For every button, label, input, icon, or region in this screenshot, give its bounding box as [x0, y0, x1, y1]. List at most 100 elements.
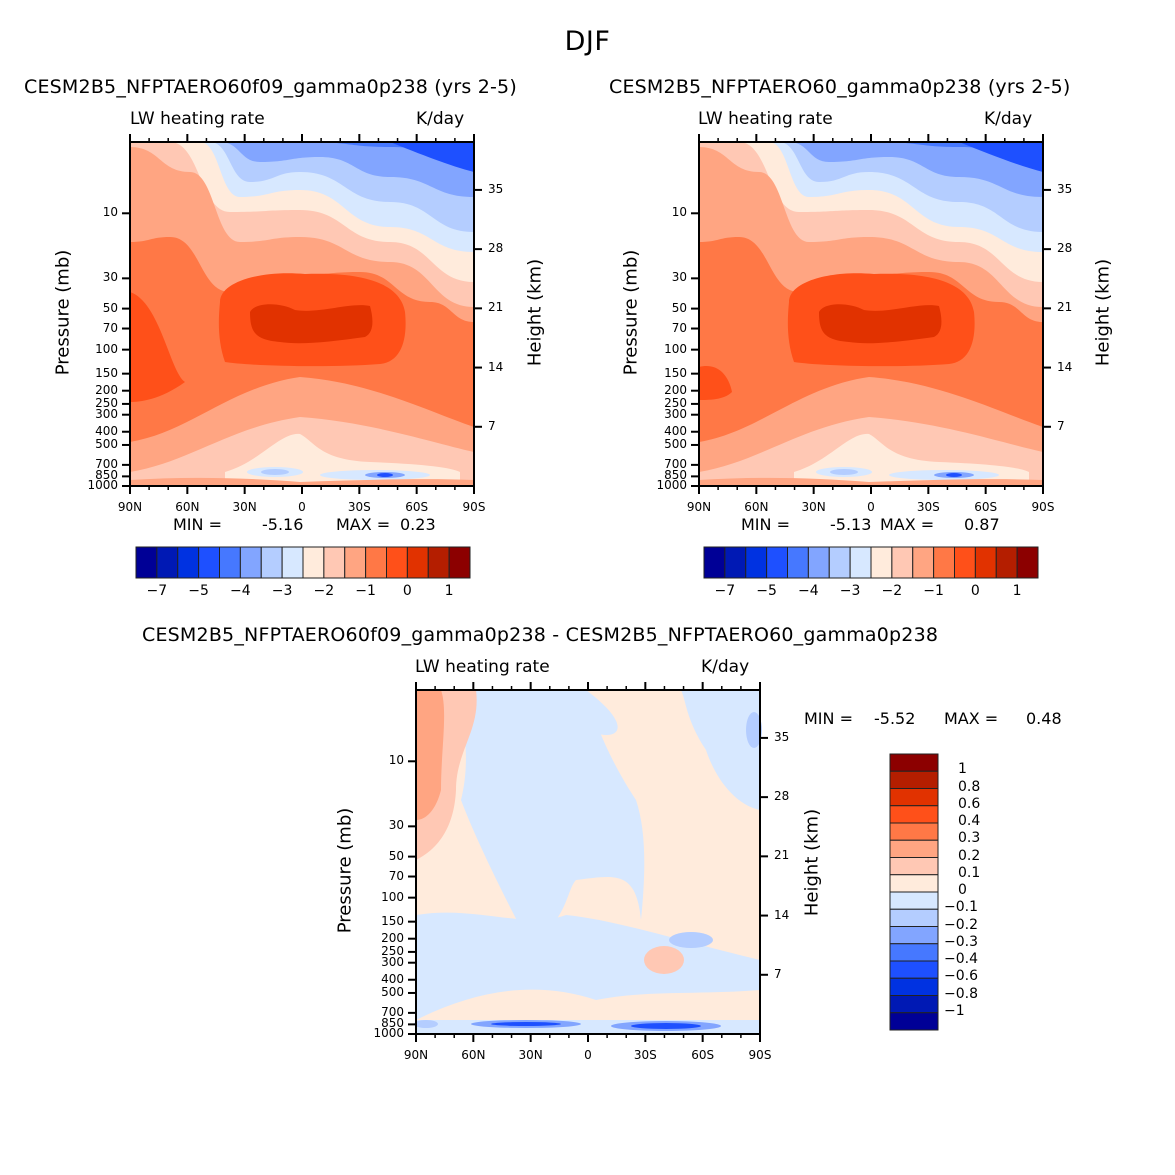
- contour-band: [130, 477, 474, 486]
- colorbar-label: −0.4: [944, 951, 978, 967]
- colorbar-swatch: [156, 546, 179, 579]
- colorbar-swatch: [787, 546, 809, 579]
- y-tick-label: 100: [664, 341, 687, 356]
- colorbar-label: 1: [1012, 583, 1022, 599]
- panel1-plot: [122, 134, 482, 494]
- colorbar-swatch: [889, 995, 939, 1014]
- colorbar-swatch: [365, 546, 387, 579]
- y2-tick-label: 7: [1057, 418, 1065, 433]
- colorbar-label: −0.8: [944, 985, 978, 1002]
- y-tick-label: 100: [95, 341, 118, 356]
- colorbar-swatch: [891, 546, 914, 579]
- y-tick-label: 50: [671, 300, 687, 315]
- colorbar-label: −7: [146, 583, 168, 599]
- y-tick-label: 150: [381, 913, 404, 928]
- panel1-min-value: -5.16: [262, 515, 304, 534]
- panel1-colorbar: [135, 546, 471, 579]
- y-tick-label: 200: [381, 930, 404, 945]
- y2-tick-label: 21: [774, 848, 790, 863]
- y-tick-label: 70: [388, 868, 404, 883]
- x-tick-label: 90N: [117, 500, 143, 514]
- colorbar-swatch: [766, 546, 788, 579]
- contour-band: [456, 690, 645, 938]
- x-tick-label: 30S: [633, 1048, 657, 1062]
- y-tick-label: 850: [664, 468, 687, 483]
- panel3-colorbar: [889, 753, 939, 1031]
- colorbar-swatch: [1016, 546, 1039, 579]
- colorbar-swatch: [889, 926, 939, 945]
- x-tick-label: 60N: [461, 1048, 486, 1062]
- colorbar-swatch: [281, 546, 304, 579]
- y2-tick-label: 28: [1057, 241, 1073, 256]
- y-tick-label: 100: [381, 889, 404, 904]
- colorbar-swatch: [828, 546, 851, 579]
- colorbar-swatch: [889, 753, 939, 772]
- colorbar-label: −0.2: [944, 916, 978, 933]
- colorbar-swatch: [745, 546, 768, 579]
- y-tick-label: 50: [102, 300, 118, 315]
- x-tick-label: 90S: [462, 500, 486, 514]
- x-tick-label: 0: [584, 1048, 592, 1062]
- panel1-units-label: K/day: [416, 109, 465, 129]
- panel3-ylabel: Pressure (mb): [334, 807, 356, 934]
- colorbar-label: −4: [230, 583, 251, 599]
- panel3-max-value: 0.48: [1026, 709, 1062, 728]
- y-tick-label: 10: [388, 753, 404, 768]
- x-tick-label: 30N: [232, 500, 257, 514]
- colorbar-swatch: [889, 943, 939, 962]
- contour-band: [746, 712, 762, 748]
- colorbar-swatch: [219, 546, 241, 579]
- panel3-max-label: MAX =: [944, 709, 999, 728]
- colorbar-swatch: [323, 546, 346, 579]
- y-tick-label: 70: [671, 320, 687, 335]
- colorbar-swatch: [870, 546, 893, 579]
- colorbar-label: −0.1: [944, 899, 978, 916]
- colorbar-swatch: [135, 546, 158, 579]
- y-tick-label: 300: [95, 406, 118, 421]
- contour-band: [130, 292, 185, 402]
- y-tick-label: 400: [95, 423, 118, 438]
- colorbar-swatch: [260, 546, 283, 579]
- y-tick-label: 150: [95, 365, 118, 380]
- panel2-variable-label: LW heating rate: [698, 109, 833, 129]
- colorbar-swatch: [889, 1012, 939, 1031]
- x-tick-label: 60N: [175, 500, 200, 514]
- panel2-ylabel: Pressure (mb): [620, 249, 642, 376]
- panel1-min-label: MIN =: [173, 515, 222, 534]
- x-tick-label: 90N: [686, 500, 712, 514]
- colorbar-label: 0.3: [958, 830, 981, 847]
- y-tick-label: 300: [381, 954, 404, 969]
- colorbar-swatch: [302, 546, 325, 579]
- colorbar-label: −7: [714, 583, 736, 599]
- contour-band: [414, 1020, 438, 1028]
- y-tick-label: 250: [664, 395, 687, 410]
- colorbar-swatch: [889, 891, 939, 910]
- colorbar-swatch: [889, 857, 939, 876]
- colorbar-label: −4: [798, 583, 819, 599]
- y-tick-label: 200: [95, 382, 118, 397]
- y2-tick-label: 35: [774, 729, 790, 744]
- panel1-y2label: Height (km): [524, 258, 546, 367]
- contour-band: [959, 142, 1043, 172]
- contour-band: [416, 690, 445, 820]
- panel1-title: CESM2B5_NFPTAERO60f09_gamma0p238 (yrs 2-…: [24, 76, 517, 98]
- colorbar-swatch: [889, 977, 939, 996]
- x-tick-label: 90N: [403, 1048, 429, 1062]
- colorbar-swatch: [889, 788, 939, 807]
- contour-band: [631, 1023, 701, 1029]
- contour-band: [644, 946, 684, 974]
- y-tick-label: 400: [664, 423, 687, 438]
- colorbar-swatch: [889, 822, 939, 841]
- y-tick-label: 250: [381, 943, 404, 958]
- x-tick-label: 30S: [916, 500, 940, 514]
- x-tick-label: 90S: [748, 1048, 772, 1062]
- colorbar-label: 0: [958, 882, 967, 898]
- colorbar-label: 0.6: [958, 795, 981, 812]
- x-tick-label: 30N: [801, 500, 826, 514]
- y-tick-label: 850: [381, 1016, 404, 1031]
- colorbar-label: −1: [355, 583, 376, 599]
- y2-tick-label: 28: [488, 241, 504, 256]
- colorbar-label: 0: [970, 583, 980, 599]
- contour-band: [377, 473, 393, 477]
- contour-band: [830, 469, 858, 475]
